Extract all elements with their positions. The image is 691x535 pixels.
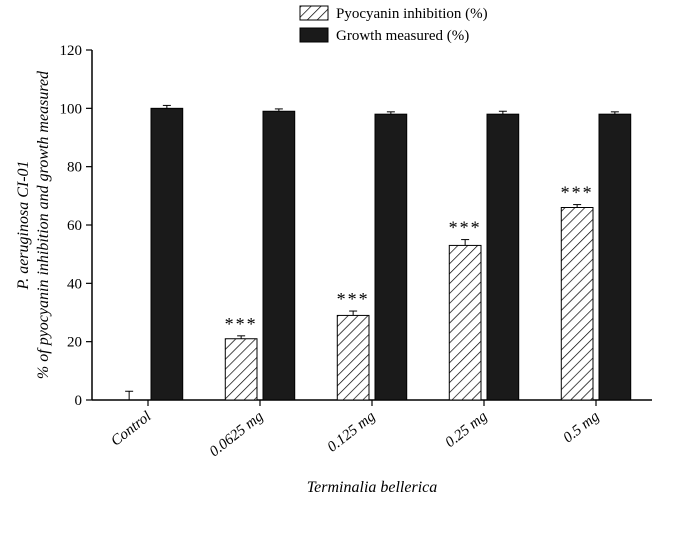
legend-label: Pyocyanin inhibition (%)	[336, 6, 488, 22]
significance-marker: ***	[449, 218, 482, 238]
growth-bar	[375, 114, 407, 400]
y-tick-label: 120	[60, 43, 83, 59]
y-tick-label: 80	[67, 160, 82, 176]
x-tick-label: Control	[108, 409, 154, 450]
y-tick-label: 40	[67, 276, 82, 292]
x-tick-label: 0.125 mg	[325, 408, 379, 455]
y-tick-label: 0	[75, 393, 83, 409]
legend-label: Growth measured (%)	[336, 28, 469, 44]
growth-bar	[263, 111, 295, 400]
growth-bar	[599, 114, 631, 400]
y-tick-label: 100	[60, 101, 83, 117]
pyocyanin-bar	[337, 315, 369, 400]
significance-marker: ***	[561, 183, 594, 203]
significance-marker: ***	[337, 289, 370, 309]
growth-bar	[487, 114, 519, 400]
chart-container: 0 20 40 60 80 100 120 P. aeruginosa CI-01% of p…	[0, 0, 691, 535]
x-tick-label: 0.5 mg	[560, 408, 602, 446]
y-axis-label-line2: % of pyocyanin inhibition and growth mea…	[35, 70, 52, 379]
growth-bar	[151, 108, 183, 400]
pyocyanin-bar	[225, 339, 257, 400]
bar-chart: 0 20 40 60 80 100 120 P. aeruginosa CI-01% of p…	[0, 0, 691, 535]
y-tick-label: 20	[67, 335, 82, 351]
y-tick-label: 60	[67, 218, 82, 234]
y-axis-label-line1: P. aeruginosa CI-01	[15, 160, 32, 290]
x-axis-label: Terminalia bellerica	[307, 479, 438, 496]
significance-marker: ***	[225, 314, 258, 334]
x-tick-label: 0.0625 mg	[207, 408, 267, 460]
legend-swatch	[300, 6, 328, 20]
pyocyanin-bar	[449, 245, 481, 400]
legend-swatch	[300, 28, 328, 42]
pyocyanin-bar	[561, 208, 593, 401]
x-tick-label: 0.25 mg	[443, 408, 491, 451]
